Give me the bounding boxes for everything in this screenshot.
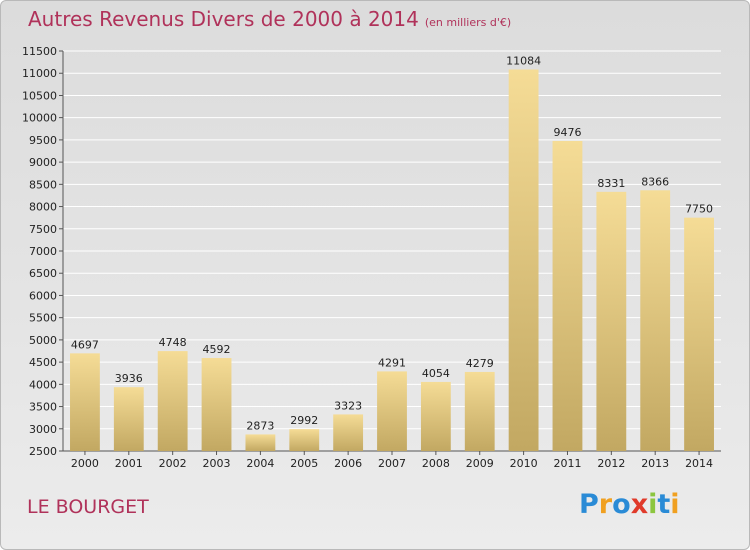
y-tick-label: 5000 [29,334,57,347]
bar-value-label: 2873 [246,419,274,432]
y-tick-label: 6500 [29,267,57,280]
logo-letter: x [630,489,649,520]
x-tick-label: 2003 [203,457,231,470]
logo-letter: i [670,489,680,520]
x-tick-label: 2002 [159,457,187,470]
y-tick-label: 2500 [29,445,57,458]
title-unit: (en milliers d'€) [424,16,512,29]
commune-name: LE BOURGET [27,496,149,518]
logo-letter: P [579,489,599,520]
bar-value-label: 4291 [378,356,406,369]
y-tick-label: 8500 [29,178,57,191]
bar-value-label: 8331 [597,177,625,190]
bar-value-label: 2992 [290,414,318,427]
y-tick-label: 3500 [29,401,57,414]
bar-value-label: 4054 [422,367,450,380]
bar [113,387,144,451]
x-tick-label: 2006 [334,457,362,470]
y-tick-label: 7500 [29,223,57,236]
bar [508,69,539,451]
y-tick-label: 9500 [29,134,57,147]
x-tick-label: 2004 [246,457,274,470]
bar [70,353,100,451]
y-tick-label: 4500 [29,356,57,369]
y-tick-label: 7000 [29,245,57,258]
x-tick-label: 2012 [597,457,625,470]
bar [201,358,232,451]
bar [333,414,364,451]
y-tick-label: 3000 [29,423,57,436]
y-tick-label: 4000 [29,378,57,391]
y-tick-label: 6000 [29,289,57,302]
y-tick-label: 8000 [29,201,57,214]
bar [420,381,451,451]
y-tick-label: 10500 [22,89,57,102]
logo-letter: t [657,489,671,520]
bar-value-label: 7750 [685,203,713,216]
bar-value-label: 9476 [553,126,581,139]
proxiti-logo: Proxiti [579,489,680,520]
bar [640,190,671,452]
bar [245,434,276,451]
bar-value-label: 8366 [641,175,669,188]
bar [684,217,714,451]
logo-letter: r [598,489,613,520]
y-tick-label: 11000 [22,67,57,80]
x-tick-label: 2005 [290,457,318,470]
y-tick-label: 5500 [29,312,57,325]
y-tick-label: 9000 [29,156,57,169]
x-tick-label: 2014 [685,457,713,470]
bar-value-label: 3323 [334,399,362,412]
logo-letter: o [612,489,631,520]
x-tick-label: 2011 [553,457,581,470]
title-text: Autres Revenus Divers de 2000 à 2014 [28,7,419,31]
bar [596,191,627,451]
bar [289,429,320,451]
x-tick-label: 2007 [378,457,406,470]
bar [552,140,583,451]
y-tick-label: 11500 [22,45,57,58]
bar [377,371,407,451]
bar-value-label: 4697 [71,338,99,351]
x-tick-label: 2010 [510,457,538,470]
bar-value-label: 11084 [506,54,541,67]
x-tick-label: 2001 [115,457,143,470]
x-tick-label: 2000 [71,457,99,470]
y-tick-label: 10000 [22,112,57,125]
x-tick-label: 2013 [641,457,669,470]
bar [157,351,188,451]
x-tick-label: 2008 [422,457,450,470]
bar-value-label: 4279 [466,357,494,370]
chart-title: Autres Revenus Divers de 2000 à 2014 (en … [28,7,511,31]
logo-letter: i [648,489,658,520]
bar-value-label: 4748 [159,336,187,349]
bar-value-label: 3936 [115,372,143,385]
bar-value-label: 4592 [203,343,231,356]
bar [464,371,495,451]
x-tick-label: 2009 [466,457,494,470]
